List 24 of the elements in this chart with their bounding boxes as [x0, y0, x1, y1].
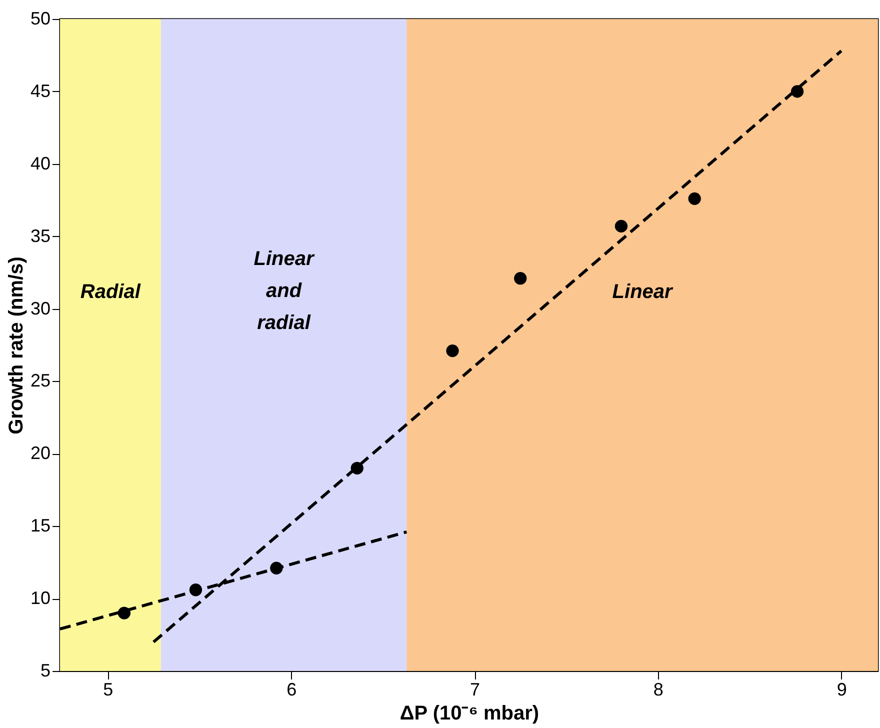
- band-label: Linear and radial: [254, 248, 315, 334]
- y-tick-label: 50: [30, 8, 50, 28]
- band-label: Radial: [80, 281, 141, 303]
- x-axis-title: ΔP (10⁻⁶ mbar): [400, 702, 540, 724]
- x-tick-label: 9: [836, 680, 847, 700]
- x-tick-label: 8: [653, 680, 664, 700]
- y-axis-title: Growth rate (nm/s): [5, 256, 28, 434]
- y-tick-label: 45: [30, 80, 50, 101]
- y-tick-label: 5: [40, 660, 50, 680]
- y-tick-label: 35: [30, 226, 50, 246]
- y-tick-label: 30: [30, 298, 50, 318]
- point: [614, 220, 628, 233]
- x-tick-label: 6: [286, 680, 297, 700]
- point: [446, 344, 459, 358]
- y-tick-label: 20: [30, 443, 50, 464]
- band-label: Linear: [612, 281, 674, 303]
- point: [514, 272, 527, 285]
- x-tick-label: 7: [470, 680, 480, 700]
- y-tick-label: 25: [30, 370, 50, 391]
- y-tick-label: 10: [30, 588, 50, 608]
- point: [688, 192, 701, 205]
- y-tick-label: 15: [30, 516, 50, 536]
- y-tick-label: 40: [30, 153, 50, 174]
- x-tick-label: 5: [103, 680, 114, 700]
